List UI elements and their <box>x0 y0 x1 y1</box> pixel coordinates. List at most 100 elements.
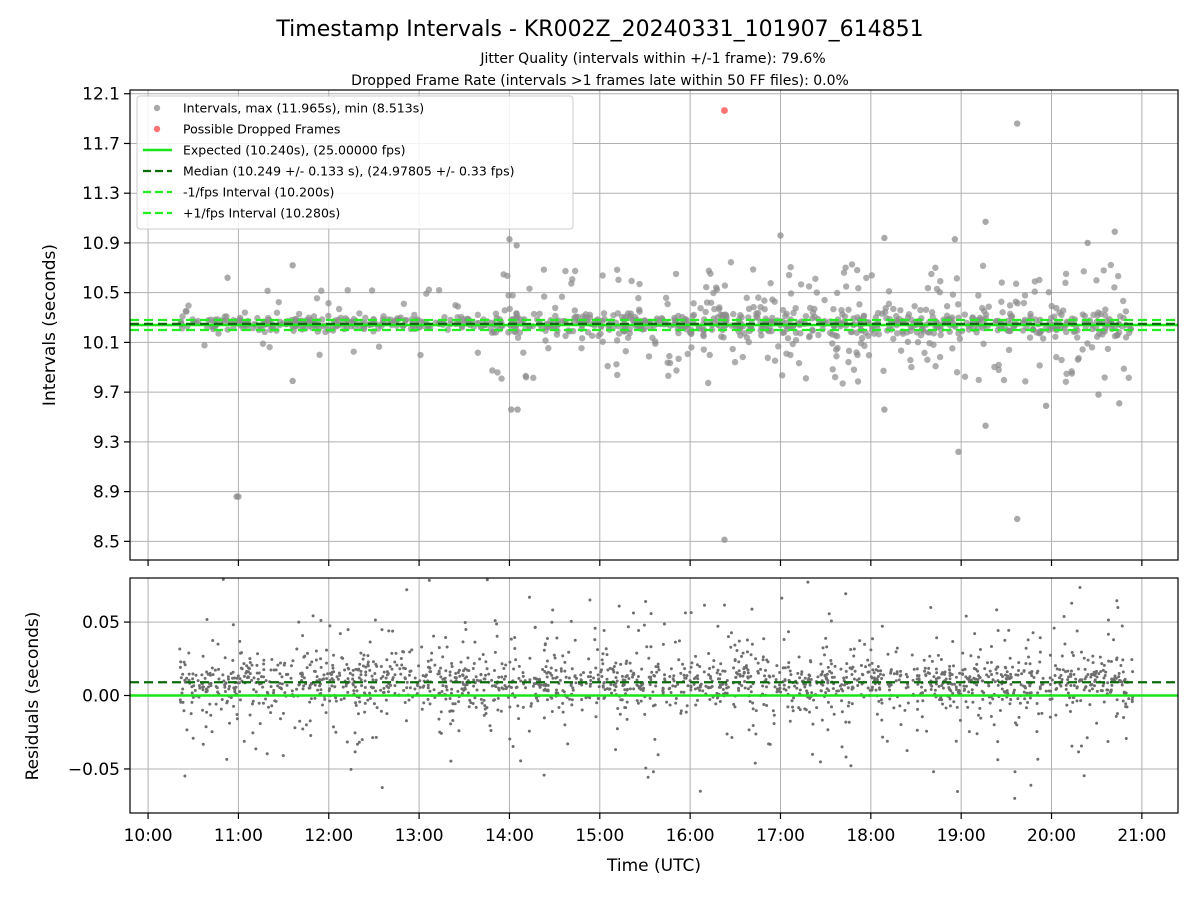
residual-point <box>485 578 489 582</box>
residual-point <box>286 672 290 676</box>
interval-point <box>854 314 861 321</box>
interval-point <box>215 330 222 337</box>
residual-point <box>981 697 985 701</box>
residual-point <box>511 744 515 748</box>
residual-point <box>574 681 578 685</box>
residual-point <box>262 662 266 666</box>
interval-point <box>880 367 887 375</box>
residual-point <box>529 702 533 706</box>
residual-point <box>244 671 248 675</box>
residual-point <box>238 690 242 694</box>
residual-point <box>802 682 806 686</box>
residual-point <box>1009 675 1013 679</box>
residual-point <box>371 736 375 740</box>
residual-point <box>308 719 312 723</box>
residual-point <box>426 683 430 687</box>
residual-point <box>561 701 565 705</box>
residual-point <box>709 676 713 680</box>
residual-point <box>589 675 593 679</box>
interval-point <box>295 310 303 318</box>
residual-point <box>1068 709 1072 713</box>
residual-point <box>183 663 187 667</box>
residual-point <box>708 666 712 670</box>
interval-point <box>956 335 964 342</box>
residual-point <box>1097 672 1101 676</box>
interval-point <box>506 236 513 243</box>
residual-point <box>826 679 830 683</box>
residual-point <box>573 638 577 642</box>
residual-point <box>517 676 521 680</box>
interval-point <box>848 261 856 268</box>
residual-point <box>656 662 660 666</box>
residual-point <box>651 770 655 774</box>
residual-point <box>964 684 968 688</box>
residual-point <box>910 653 914 657</box>
interval-point <box>998 279 1005 286</box>
residual-point <box>977 655 981 659</box>
residual-point <box>187 651 191 655</box>
interval-point <box>672 270 680 278</box>
residual-point <box>449 722 453 726</box>
residual-point <box>450 664 454 668</box>
residual-point <box>615 727 619 731</box>
residual-point <box>921 699 925 703</box>
residual-point <box>1024 646 1028 650</box>
interval-point <box>860 313 867 320</box>
residual-point <box>527 595 531 599</box>
interval-point <box>325 300 332 307</box>
residual-point <box>550 620 554 624</box>
residual-point <box>1095 689 1099 693</box>
interval-point <box>833 289 841 297</box>
interval-point <box>713 286 721 293</box>
residual-point <box>351 677 355 681</box>
residual-point <box>429 658 433 662</box>
residual-point <box>637 629 641 633</box>
residual-point <box>313 696 317 700</box>
interval-point <box>907 356 914 364</box>
residual-point <box>357 740 361 744</box>
residual-point <box>216 642 220 646</box>
interval-point <box>666 352 673 360</box>
residual-point <box>601 685 605 689</box>
residual-point <box>625 674 629 678</box>
residual-point <box>248 713 252 717</box>
residual-point <box>597 677 601 681</box>
interval-point <box>235 493 242 500</box>
residual-point <box>917 678 921 682</box>
residual-point <box>207 685 211 689</box>
residual-point <box>593 626 597 630</box>
residual-point <box>881 735 885 739</box>
residual-point <box>539 683 543 687</box>
residual-point <box>201 654 205 658</box>
residual-point <box>600 674 604 678</box>
residual-point <box>331 663 335 667</box>
residual-point <box>433 696 437 700</box>
y-tick-label: 10.5 <box>82 284 120 304</box>
residual-point <box>464 628 468 632</box>
residual-point <box>242 674 246 678</box>
interval-point <box>982 422 989 429</box>
residual-point <box>213 668 217 672</box>
residual-point <box>930 659 934 663</box>
residual-point <box>809 678 813 682</box>
residual-point <box>1124 691 1128 695</box>
interval-point <box>932 264 939 271</box>
residual-point <box>849 648 853 652</box>
residual-point <box>256 652 260 656</box>
residual-point <box>751 701 755 705</box>
residual-point <box>254 690 258 694</box>
residual-point <box>492 698 496 702</box>
residual-point <box>926 671 930 675</box>
residual-point <box>773 685 777 689</box>
residual-point <box>827 612 831 616</box>
residual-point <box>647 675 651 679</box>
interval-point <box>179 313 186 320</box>
residual-point <box>690 661 694 665</box>
residual-point <box>845 675 849 679</box>
residual-point <box>483 704 487 708</box>
residual-point <box>1090 687 1094 691</box>
residual-point <box>504 674 508 678</box>
residual-point <box>323 697 327 701</box>
residual-point <box>337 671 341 675</box>
residual-point <box>551 608 555 612</box>
